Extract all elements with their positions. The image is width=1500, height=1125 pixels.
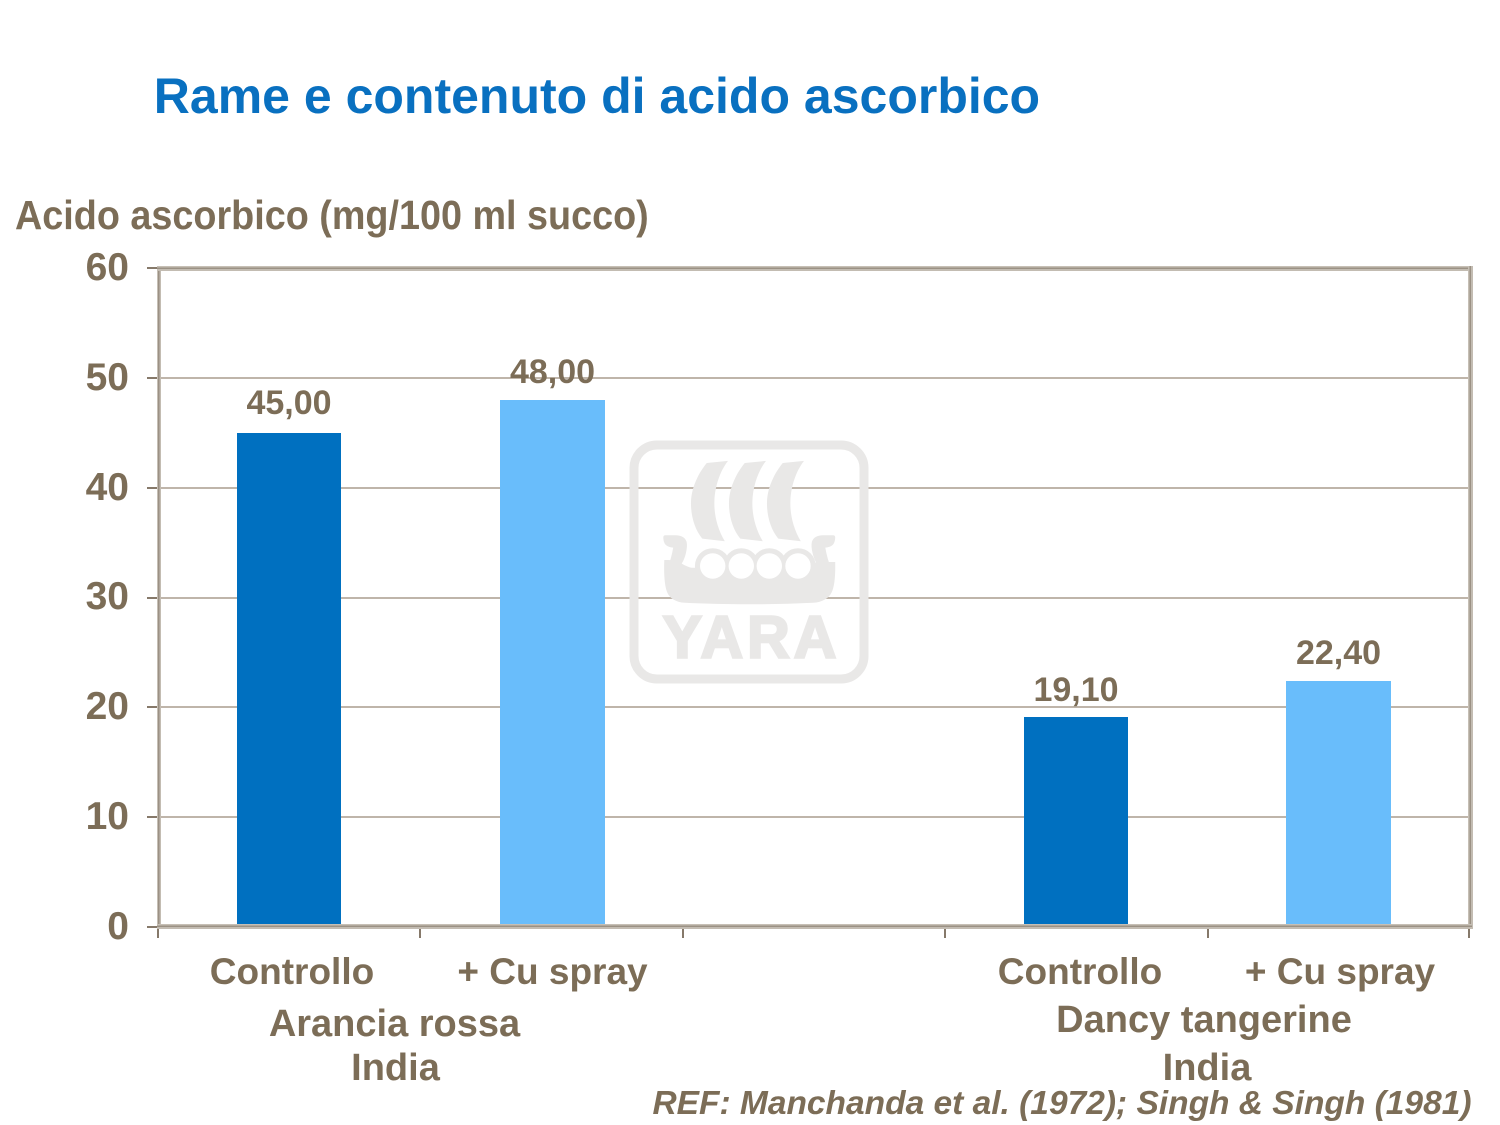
svg-text:YARA: YARA	[663, 605, 841, 671]
